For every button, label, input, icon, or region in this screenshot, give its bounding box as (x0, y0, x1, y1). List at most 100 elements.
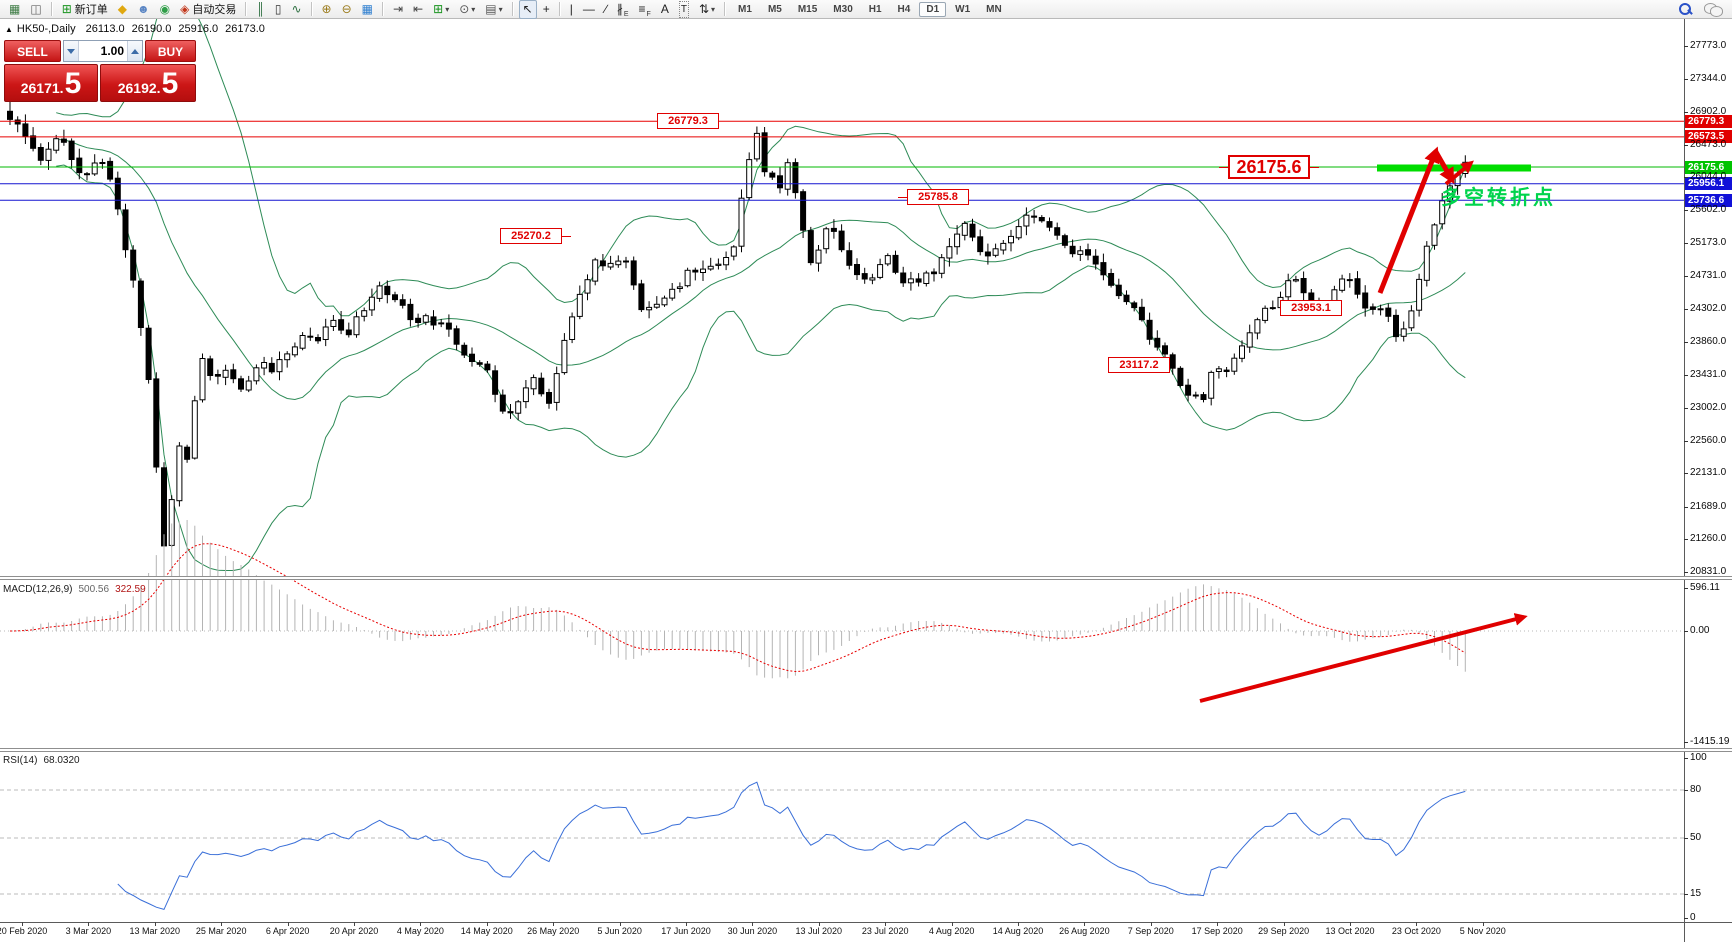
chart-canvas[interactable] (0, 19, 1732, 942)
candlestick-chart-icon[interactable]: ▯ (274, 1, 282, 16)
timeframe-d1[interactable]: D1 (919, 1, 947, 17)
candlestick (307, 327, 314, 341)
candlestick (492, 365, 499, 403)
candlestick (576, 285, 583, 320)
sell-price-button[interactable]: 26171. 5 (4, 64, 98, 102)
chat-icon[interactable] (1704, 2, 1723, 17)
price-note-26779.3[interactable]: 26779.3 (657, 113, 719, 129)
crosshair-tool[interactable]: + (542, 1, 550, 16)
timeframe-w1[interactable]: W1 (955, 3, 971, 15)
autotrading-button[interactable]: ◈ 自动交易 (180, 1, 237, 17)
new-chart-icon[interactable]: ▦ (9, 1, 21, 16)
date-axis-tick (287, 922, 289, 926)
time-axis-line (0, 922, 1732, 923)
horizontal-line-tool[interactable]: — (582, 1, 595, 16)
timeframe-m1[interactable]: M1 (738, 3, 752, 15)
price-note-26175.6[interactable]: 26175.6 (1228, 155, 1310, 179)
turning-point-text[interactable]: 多空转折点 (1441, 187, 1556, 209)
zoom-out-icon[interactable]: ⊖ (341, 1, 352, 16)
timeframe-h1[interactable]: H1 (868, 3, 882, 15)
indicators-button[interactable]: ⊞ ▾ (433, 1, 450, 16)
text-tool[interactable]: A (660, 1, 669, 16)
panel-splitter-rsi[interactable] (0, 748, 1732, 752)
price-axis-label: 22560.0 (1690, 434, 1727, 446)
candlestick (107, 157, 114, 182)
equidistant-channel-tool[interactable]: ∦ E (616, 1, 629, 18)
templates-button[interactable]: ▤ ▾ (485, 1, 503, 16)
date-axis-tick (818, 922, 820, 926)
trend-arrow-main-2[interactable] (1444, 160, 1474, 186)
date-label: 29 Sep 2020 (1258, 926, 1310, 936)
chevron-down-icon: ▾ (471, 4, 476, 14)
trend-arrow-macd-3[interactable] (1199, 613, 1528, 703)
trendline-tool[interactable]: ∕ (604, 1, 607, 16)
toolbar-separator (724, 2, 727, 16)
volume-decrease-button[interactable] (64, 41, 79, 61)
trend-arrow-main-0[interactable] (1377, 146, 1440, 294)
vertical-line-tool[interactable]: | (569, 1, 573, 16)
zoom-in-icon[interactable]: ⊕ (321, 1, 332, 16)
signals-icon[interactable]: ◉ (159, 1, 171, 16)
candlestick (977, 229, 984, 256)
auto-scroll-icon[interactable]: ⇥ (393, 1, 404, 16)
timeframe-h4[interactable]: H4 (897, 3, 911, 15)
price-axis-label: 26902.0 (1690, 105, 1727, 117)
text-label-tool[interactable]: T (675, 0, 693, 19)
candlestick (1108, 268, 1115, 288)
new-order-button[interactable]: ⊞ 新订单 (61, 1, 108, 17)
bar-chart-icon[interactable]: ║ (256, 1, 265, 16)
one-click-trade-panel: SELL BUY 26171.5 26192.5 (4, 40, 196, 102)
candlestick (800, 189, 807, 238)
candlestick (53, 134, 60, 154)
profiles-icon[interactable]: ◫ (30, 1, 42, 16)
price-note-25270.2[interactable]: 25270.2 (500, 228, 562, 244)
candlestick (1231, 353, 1238, 375)
arrows-tool[interactable]: ⇅ ▾ (698, 1, 716, 16)
candlestick (1123, 290, 1130, 305)
candlestick (1208, 370, 1215, 406)
trend-arrow-main-1[interactable] (1433, 150, 1455, 185)
volume-input[interactable] (79, 41, 127, 61)
search-icon[interactable] (1678, 2, 1693, 16)
price-axis-tick (1684, 46, 1688, 47)
candlestick (969, 218, 976, 242)
community-user-icon[interactable]: ☻ (136, 1, 150, 16)
fibonacci-tool[interactable]: ≡ F (638, 1, 651, 18)
candlestick (84, 172, 90, 181)
eraser-icon[interactable]: ◆ (117, 1, 127, 16)
sell-button[interactable]: SELL (4, 40, 61, 62)
price-axis-tick (1684, 572, 1688, 573)
volume-increase-button[interactable] (127, 41, 142, 61)
timeframe-m5[interactable]: M5 (767, 3, 782, 15)
timeframe-m30[interactable]: M30 (833, 3, 853, 15)
buy-button[interactable]: BUY (145, 40, 196, 62)
candlestick (430, 310, 437, 330)
candlestick (638, 279, 645, 312)
panel-splitter-macd[interactable] (0, 576, 1732, 580)
timeframe-mn[interactable]: MN (986, 3, 1002, 15)
candlestick (1061, 233, 1068, 249)
periods-button[interactable]: ⊙ ▾ (459, 1, 476, 16)
candlestick (114, 171, 121, 216)
price-axis-line (1684, 19, 1685, 942)
price-note-23117.2[interactable]: 23117.2 (1108, 357, 1170, 373)
tile-windows-icon[interactable]: ▦ (361, 1, 373, 16)
date-axis-tick (22, 922, 23, 926)
price-axis-label: 24302.0 (1690, 303, 1727, 314)
volume-spinner (63, 40, 143, 62)
buy-price-button[interactable]: 26192. 5 (100, 64, 196, 102)
cursor-tool[interactable]: ↖ (518, 0, 537, 19)
chart-shift-icon[interactable]: ⇤ (413, 1, 424, 16)
candlestick (1423, 241, 1430, 287)
date-axis-tick (1283, 922, 1285, 926)
line-chart-icon[interactable]: ∿ (291, 1, 302, 16)
price-note-25785.8[interactable]: 25785.8 (907, 189, 969, 205)
date-label: 4 May 2020 (396, 926, 444, 936)
rsi-panel (0, 781, 1684, 910)
date-label: 5 Nov 2020 (1459, 926, 1506, 936)
price-axis-label: 23860.0 (1690, 336, 1727, 348)
price-axis-label: 21689.0 (1690, 500, 1727, 512)
candlestick (561, 333, 568, 375)
price-note-23953.1[interactable]: 23953.1 (1280, 300, 1342, 316)
timeframe-m15[interactable]: M15 (797, 3, 818, 15)
